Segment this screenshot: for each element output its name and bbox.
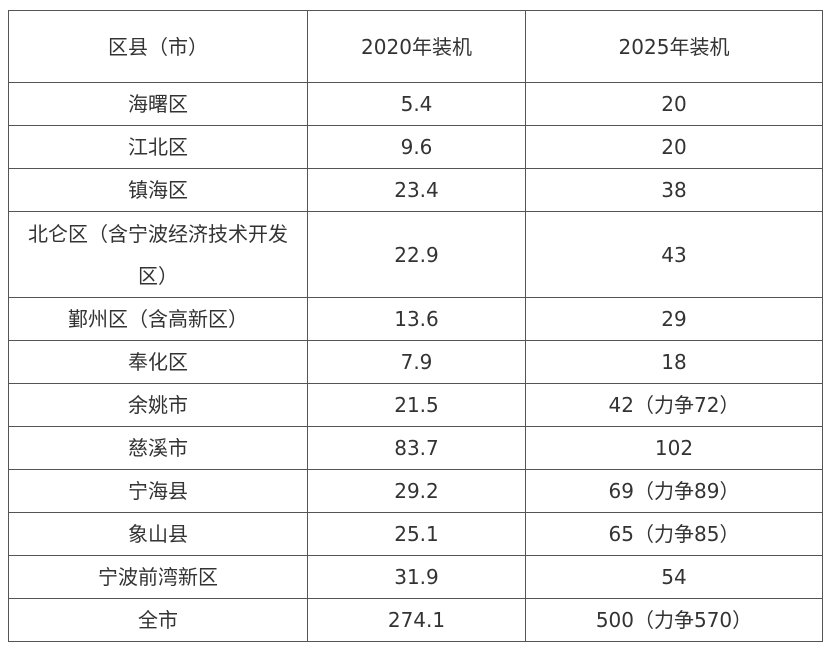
district-cell: 北仑区（含宁波经济技术开发区） xyxy=(8,211,308,298)
value-cell: 5.4 xyxy=(307,82,526,126)
district-cell: 慈溪市 xyxy=(8,426,308,470)
value-cell: 274.1 xyxy=(307,598,526,642)
value-cell: 25.1 xyxy=(307,512,526,556)
table-row: 慈溪市 83.7 102 xyxy=(8,426,823,470)
district-cell: 宁海县 xyxy=(8,469,308,513)
table-row: 北仑区（含宁波经济技术开发区） 22.9 43 xyxy=(8,211,823,298)
value-cell: 83.7 xyxy=(307,426,526,470)
value-cell: 42（力争72） xyxy=(525,383,823,427)
table-row: 奉化区 7.9 18 xyxy=(8,340,823,384)
value-cell: 38 xyxy=(525,168,823,212)
district-cell: 江北区 xyxy=(8,125,308,169)
district-cell: 镇海区 xyxy=(8,168,308,212)
table-row: 鄞州区（含高新区） 13.6 29 xyxy=(8,297,823,341)
value-cell: 21.5 xyxy=(307,383,526,427)
table-row: 宁海县 29.2 69（力争89） xyxy=(8,469,823,513)
value-cell: 65（力争85） xyxy=(525,512,823,556)
district-cell: 奉化区 xyxy=(8,340,308,384)
header-row: 区县（市） 2020年装机 2025年装机 xyxy=(8,10,823,83)
district-cell: 宁波前湾新区 xyxy=(8,555,308,599)
value-cell: 43 xyxy=(525,211,823,298)
table-row: 象山县 25.1 65（力争85） xyxy=(8,512,823,556)
value-cell: 29.2 xyxy=(307,469,526,513)
district-cell: 全市 xyxy=(8,598,308,642)
value-cell: 7.9 xyxy=(307,340,526,384)
table-row: 宁波前湾新区 31.9 54 xyxy=(8,555,823,599)
table-row: 余姚市 21.5 42（力争72） xyxy=(8,383,823,427)
value-cell: 69（力争89） xyxy=(525,469,823,513)
value-cell: 29 xyxy=(525,297,823,341)
table-row: 镇海区 23.4 38 xyxy=(8,168,823,212)
table-row: 海曙区 5.4 20 xyxy=(8,82,823,126)
district-cell: 鄞州区（含高新区） xyxy=(8,297,308,341)
value-cell: 18 xyxy=(525,340,823,384)
value-cell: 22.9 xyxy=(307,211,526,298)
district-cell: 海曙区 xyxy=(8,82,308,126)
value-cell: 31.9 xyxy=(307,555,526,599)
header-cell: 2020年装机 xyxy=(307,10,526,83)
table-row: 全市 274.1 500（力争570） xyxy=(8,598,823,642)
header-cell: 2025年装机 xyxy=(525,10,823,83)
value-cell: 9.6 xyxy=(307,125,526,169)
table-row: 江北区 9.6 20 xyxy=(8,125,823,169)
district-cell: 余姚市 xyxy=(8,383,308,427)
page: 区县（市） 2020年装机 2025年装机 海曙区 5.4 20 江北区 9.6 20 镇海区 23… xyxy=(8,10,823,642)
value-cell: 20 xyxy=(525,82,823,126)
value-cell: 20 xyxy=(525,125,823,169)
header-cell: 区县（市） xyxy=(8,10,308,83)
value-cell: 102 xyxy=(525,426,823,470)
value-cell: 500（力争570） xyxy=(525,598,823,642)
value-cell: 23.4 xyxy=(307,168,526,212)
value-cell: 13.6 xyxy=(307,297,526,341)
district-cell: 象山县 xyxy=(8,512,308,556)
value-cell: 54 xyxy=(525,555,823,599)
data-table: 区县（市） 2020年装机 2025年装机 海曙区 5.4 20 江北区 9.6 20 镇海区 23… xyxy=(8,10,823,642)
